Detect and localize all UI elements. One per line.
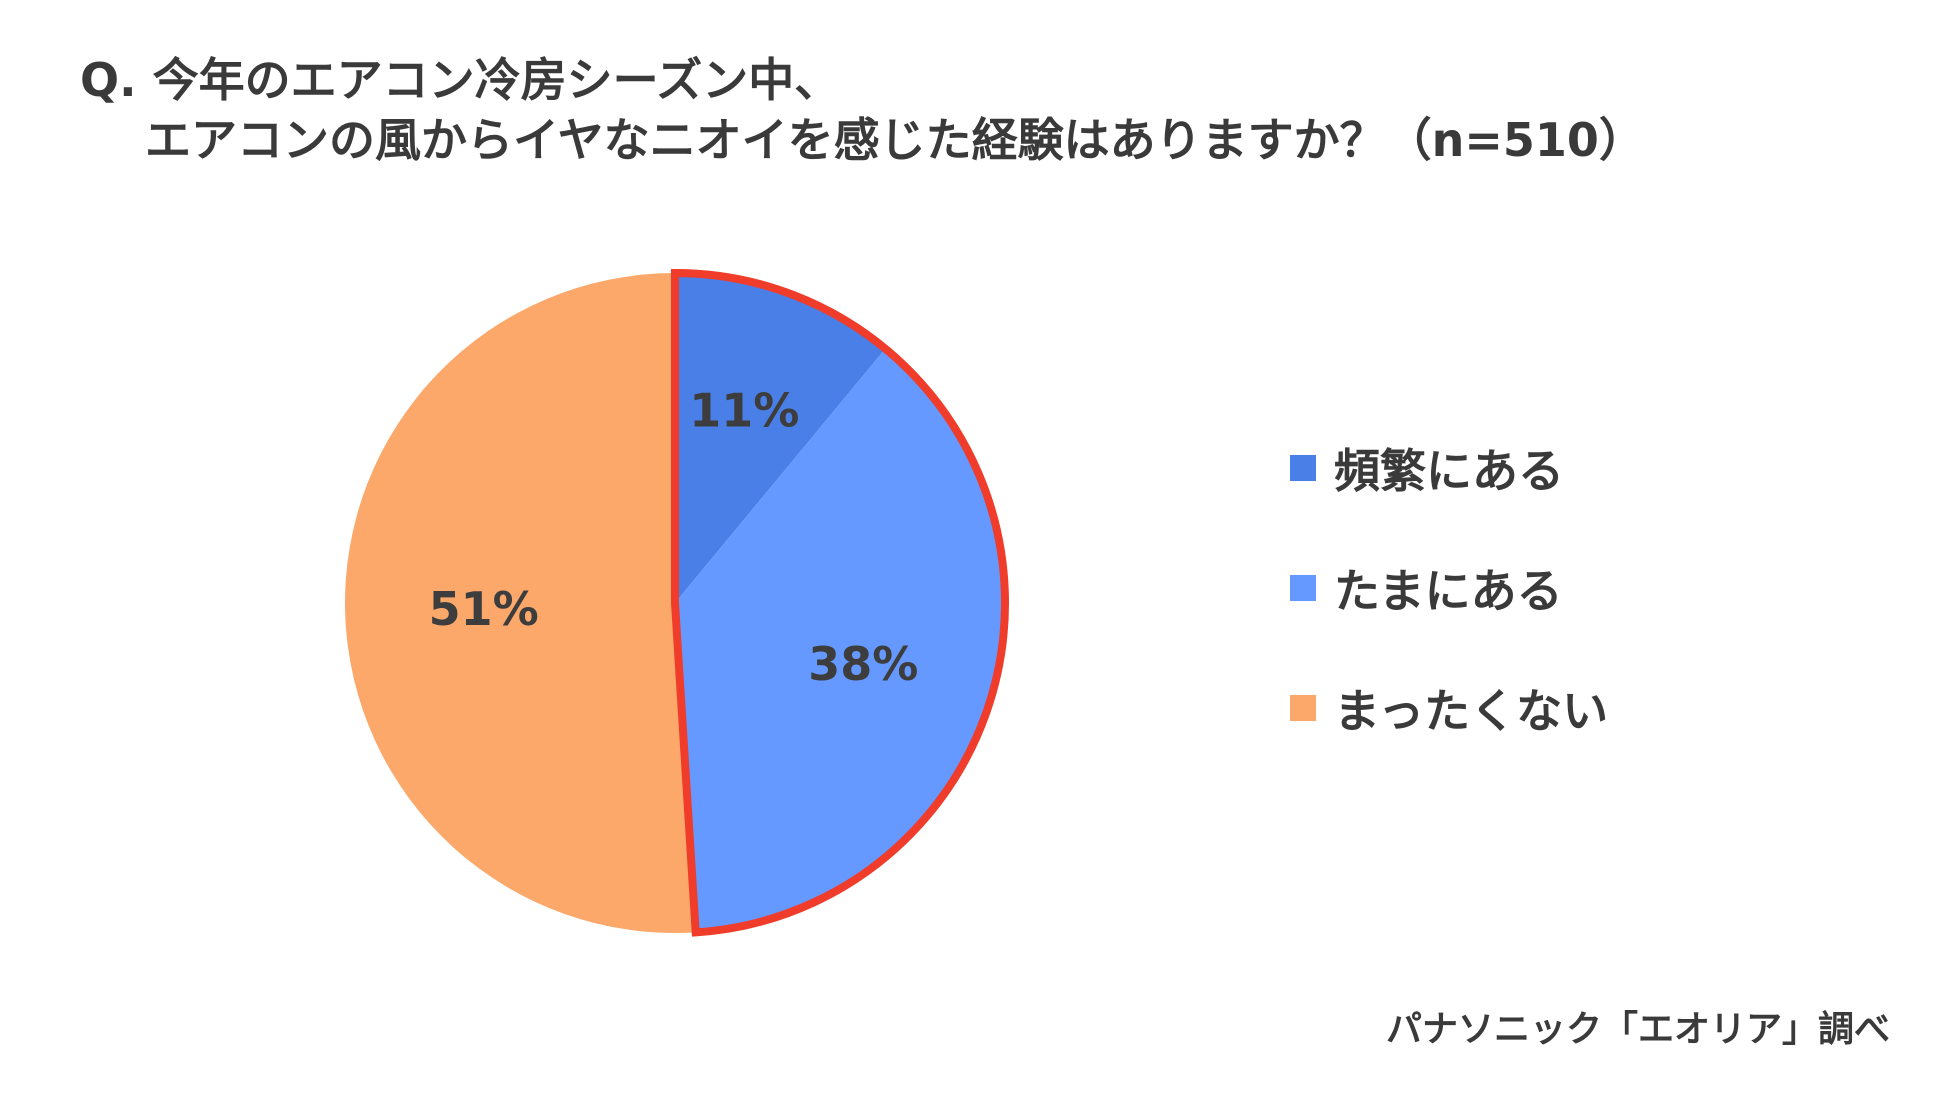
slice-label-sometimes: 38% — [808, 637, 918, 691]
slice-label-never: 51% — [429, 582, 539, 636]
legend-item-sometimes: たまにある — [1290, 558, 1608, 618]
legend-swatch-frequent — [1290, 455, 1316, 481]
highlight-outline — [671, 268, 1009, 937]
chart-title-line-1: Q. 今年のエアコン冷房シーズン中、 — [80, 53, 841, 107]
pie-slice-labels: 11% 38% 51% — [429, 383, 919, 691]
slice-frequent — [675, 273, 886, 603]
slice-label-frequent: 11% — [689, 383, 799, 437]
source-note: パナソニック「エオリア」調べ — [1385, 1009, 1890, 1050]
legend-label-sometimes: たまにある — [1334, 564, 1563, 618]
chart-title: Q. 今年のエアコン冷房シーズン中、 エアコンの風からイヤなニオイを感じた経験は… — [80, 50, 1645, 170]
pie-slices — [344, 273, 1005, 934]
legend-item-frequent: 頻繁にある — [1290, 438, 1608, 498]
slice-sometimes — [675, 348, 1005, 933]
legend: 頻繁にある たまにある まったくない — [1290, 438, 1608, 798]
slice-never — [344, 273, 696, 934]
legend-swatch-sometimes — [1290, 575, 1316, 601]
legend-label-never: まったくない — [1334, 684, 1609, 738]
chart-title-line-2: エアコンの風からイヤなニオイを感じた経験はありますか？（n=510） — [145, 113, 1645, 167]
legend-item-never: まったくない — [1290, 678, 1608, 738]
legend-swatch-never — [1290, 695, 1316, 721]
legend-label-frequent: 頻繁にある — [1334, 444, 1564, 498]
